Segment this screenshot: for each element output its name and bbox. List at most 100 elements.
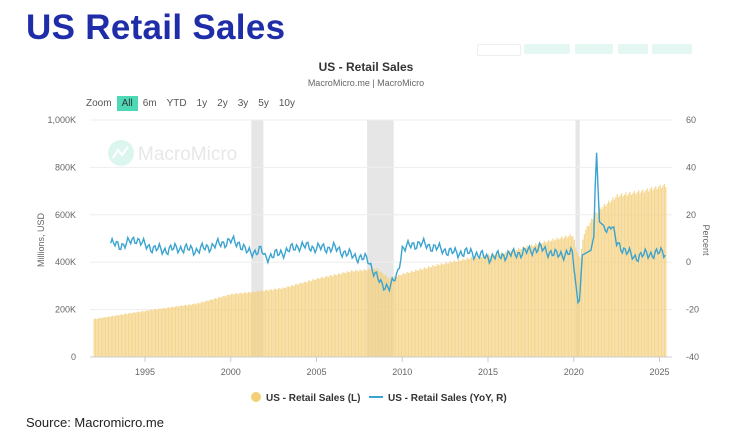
bar: [612, 197, 614, 357]
bar: [186, 305, 188, 357]
bar: [562, 238, 564, 357]
bar: [132, 312, 134, 357]
zoom-6m[interactable]: 6m: [142, 98, 157, 109]
zoom-5y[interactable]: 5y: [258, 98, 269, 109]
zoom-label: Zoom: [86, 98, 112, 109]
bar: [633, 190, 635, 357]
bar: [536, 244, 538, 357]
bar: [337, 273, 340, 357]
bar: [120, 314, 122, 357]
bar: [187, 304, 190, 357]
bar: [395, 276, 397, 357]
bar: [510, 251, 513, 357]
bar: [492, 253, 494, 357]
bar: [420, 269, 423, 357]
bar: [462, 258, 464, 357]
bar: [573, 239, 575, 357]
bar: [432, 265, 434, 357]
bar: [658, 186, 660, 357]
zoom-all[interactable]: All: [116, 96, 138, 111]
y2-tick-label: 0: [686, 257, 691, 267]
bar: [416, 270, 418, 357]
y2-tick-label: 20: [686, 210, 696, 220]
bar: [593, 215, 595, 357]
toolbar-button[interactable]: [618, 44, 648, 54]
bar: [190, 305, 192, 357]
bar: [182, 306, 184, 357]
bar: [104, 317, 107, 357]
toolbar-button[interactable]: [524, 44, 570, 54]
bar: [568, 236, 570, 357]
bar: [413, 271, 415, 357]
chart-subtitle: MacroMicro.me | MacroMicro: [307, 78, 425, 88]
bar: [114, 315, 117, 357]
bar: [630, 194, 633, 357]
bar: [422, 269, 424, 357]
bar: [579, 257, 581, 357]
bar: [229, 295, 231, 357]
zoom-3y[interactable]: 3y: [237, 98, 249, 109]
bar: [650, 187, 653, 357]
bar: [582, 239, 584, 357]
bar: [200, 302, 202, 357]
bar: [176, 306, 178, 357]
bar: [603, 203, 605, 357]
bar: [499, 254, 501, 357]
bar: [110, 316, 112, 357]
bar: [170, 307, 172, 357]
bar: [556, 237, 558, 357]
bar: [216, 298, 218, 357]
zoom-2y[interactable]: 2y: [217, 98, 228, 109]
bar: [402, 273, 404, 357]
bar: [655, 186, 657, 357]
legend: US - Retail Sales (L) US - Retail Sales …: [251, 392, 507, 404]
bar: [605, 206, 607, 357]
bar: [167, 307, 170, 357]
bar: [310, 281, 312, 357]
legend-line-label[interactable]: US - Retail Sales (YoY, R): [388, 393, 507, 404]
bar: [263, 291, 265, 357]
bar: [592, 219, 594, 357]
bar: [635, 194, 637, 357]
bar: [223, 295, 225, 357]
bar: [116, 314, 118, 357]
bar: [475, 256, 477, 357]
toolbar-button[interactable]: [575, 44, 613, 54]
bar: [589, 222, 591, 357]
bar: [100, 318, 102, 357]
bar: [126, 314, 128, 357]
zoom-ytd[interactable]: YTD: [166, 98, 187, 109]
zoom-selector: Zoom All 6m YTD 1y 2y 3y 5y 10y: [86, 96, 300, 111]
bar: [575, 247, 577, 357]
bar: [380, 271, 383, 357]
bar: [409, 272, 411, 357]
bar: [199, 303, 201, 357]
bar: [580, 249, 583, 357]
bar: [532, 246, 534, 357]
bar: [296, 284, 298, 357]
toolbar-button[interactable]: [477, 44, 521, 56]
bar: [147, 310, 150, 357]
bar: [427, 266, 430, 357]
bar: [550, 240, 553, 357]
bar: [232, 293, 234, 357]
bar: [509, 250, 511, 357]
zoom-10y[interactable]: 10y: [278, 98, 295, 109]
bar: [653, 187, 655, 357]
bar: [293, 285, 295, 357]
zoom-1y[interactable]: 1y: [196, 98, 208, 109]
bar: [483, 254, 485, 357]
bar: [290, 285, 292, 357]
x-tick-label: 2015: [478, 367, 498, 377]
bar: [470, 256, 473, 357]
bar: [565, 235, 567, 357]
bar: [608, 200, 610, 357]
bar: [150, 309, 152, 357]
bar: [457, 259, 460, 357]
bar: [403, 273, 405, 357]
legend-bar-label[interactable]: US - Retail Sales (L): [266, 393, 360, 404]
bar: [270, 289, 272, 357]
toolbar-button[interactable]: [652, 44, 692, 54]
bar: [282, 287, 284, 357]
y-axis-label: Millions, USD: [36, 212, 46, 267]
